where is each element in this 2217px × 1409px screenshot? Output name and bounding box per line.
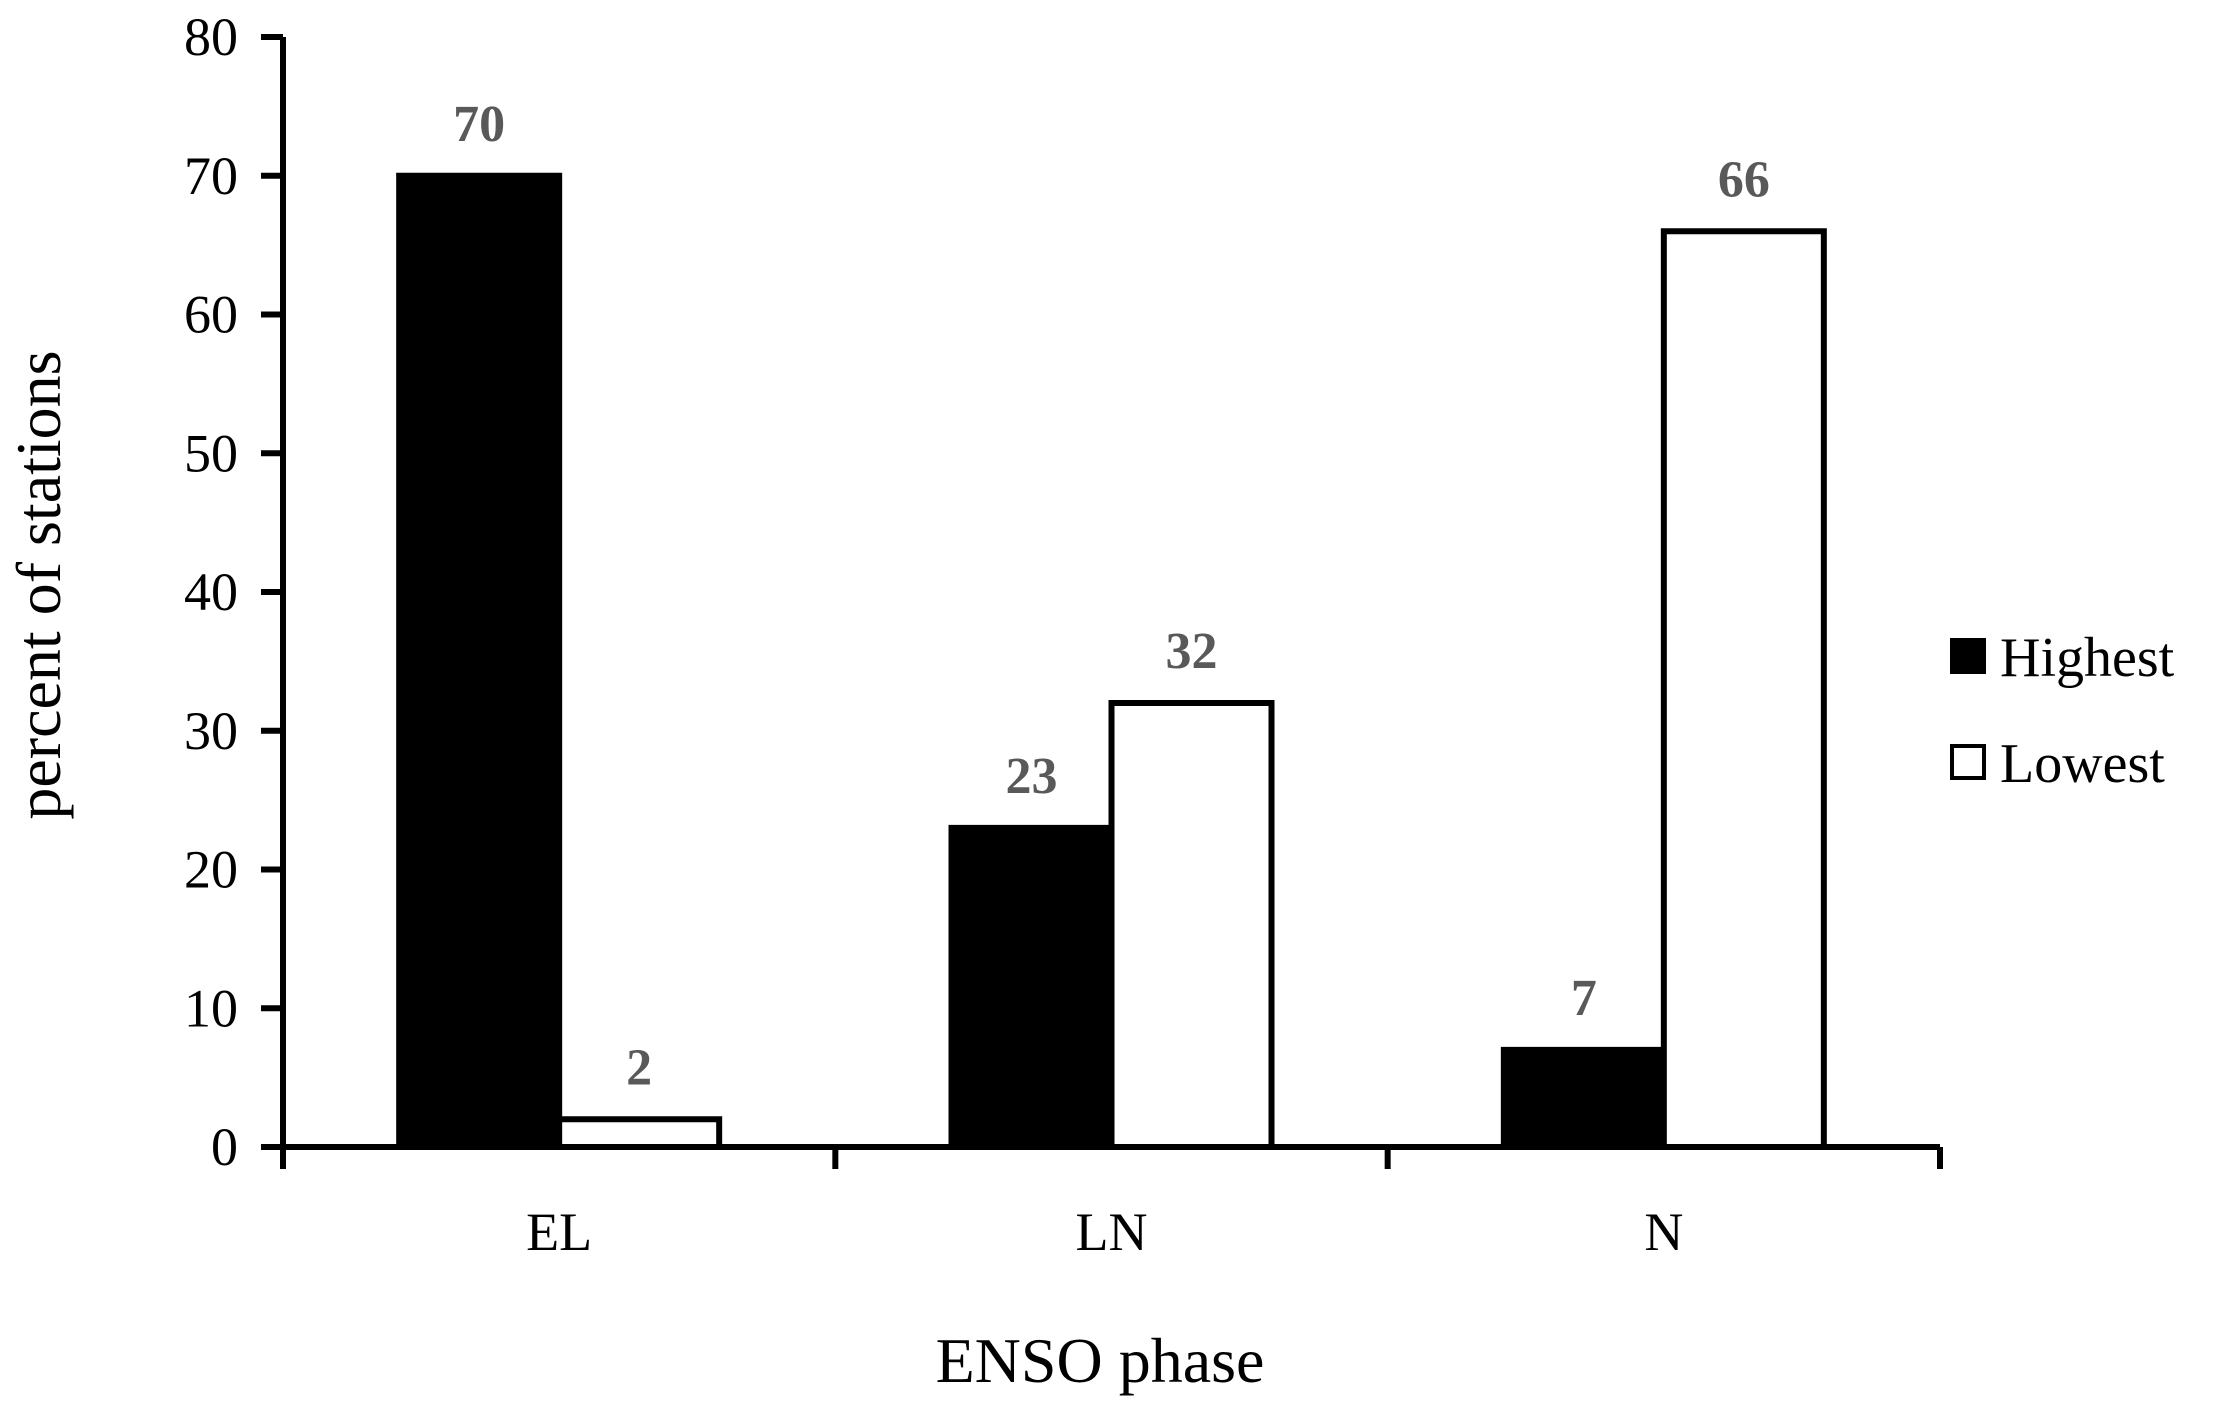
legend-swatch-lowest <box>1950 744 1986 780</box>
bar-highest-ln <box>948 824 1115 1150</box>
data-label-highest-ln: 23 <box>1006 748 1058 805</box>
y-tick-label-50: 50 <box>184 423 238 483</box>
legend-swatch-highest <box>1950 638 1986 674</box>
bar-highest-n <box>1500 1046 1667 1150</box>
data-label-lowest-ln: 32 <box>1166 623 1218 680</box>
y-tick-label-80: 80 <box>184 7 238 67</box>
data-label-highest-el: 70 <box>453 96 505 153</box>
data-labels-layer: 70 23 7 2 32 66 <box>453 96 1770 1097</box>
data-label-lowest-el: 2 <box>626 1039 652 1096</box>
x-tick-label-ln: LN <box>1076 1202 1148 1262</box>
y-axis-title: percent of stations <box>3 350 74 819</box>
data-label-lowest-n: 66 <box>1718 151 1770 208</box>
y-tick-label-40: 40 <box>184 562 238 622</box>
bar-lowest-n <box>1660 228 1827 1150</box>
bar-highest-el <box>396 172 563 1150</box>
legend-label-lowest: Lowest <box>2000 733 2165 795</box>
bars-layer <box>396 172 1827 1150</box>
y-tick-label-70: 70 <box>184 146 238 206</box>
y-tick-label-60: 60 <box>184 285 238 345</box>
x-tick-label-el: EL <box>526 1202 592 1262</box>
y-tick-label-0: 0 <box>211 1117 238 1177</box>
bar-lowest-ln <box>1108 700 1275 1150</box>
y-tick-label-30: 30 <box>184 701 238 761</box>
data-label-highest-n: 7 <box>1571 970 1597 1027</box>
legend-label-highest: Highest <box>2000 627 2175 689</box>
x-axis-title: ENSO phase <box>936 1325 1265 1396</box>
bar-lowest-el <box>556 1116 723 1150</box>
legend: Highest Lowest <box>1950 627 2175 795</box>
ticks-layer: 0 10 20 30 40 50 60 70 80 EL LN N <box>184 7 1943 1262</box>
y-tick-label-20: 20 <box>184 840 238 900</box>
x-tick-label-n: N <box>1644 1202 1683 1262</box>
y-tick-label-10: 10 <box>184 978 238 1038</box>
